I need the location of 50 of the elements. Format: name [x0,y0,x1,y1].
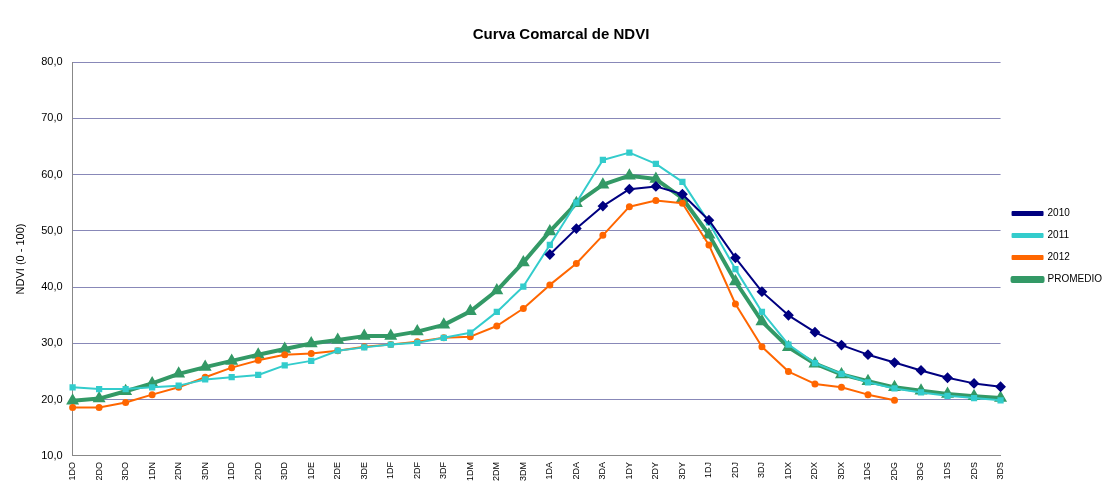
y-tick-label: 40,0 [41,280,63,293]
x-tick-label: 3DY [676,462,687,480]
x-tick-label: 2DX [809,462,820,480]
x-tick-label: 3DF [438,461,449,480]
x-tick-label: 1DJ [703,462,714,479]
x-tick-label: 3DA [597,462,608,480]
y-tick-label: 60,0 [41,167,63,180]
x-tick-label: 2DJ [729,462,740,479]
x-tick-label: 3DJ [756,462,767,479]
x-tick-label: 1DD [226,461,237,481]
x-tick-label: 2DY [650,462,661,480]
x-tick-label: 3DD [279,461,290,481]
x-tick-label: 2DN [173,462,184,481]
x-tick-label: 1DE [305,462,316,480]
x-tick-label: 1DF [385,461,396,480]
x-tick-label: 1DO [67,462,78,481]
y-tick-label: 70,0 [41,111,63,124]
x-tick-label: 3DO [120,462,131,481]
x-tick-label: 1DA [544,462,555,480]
x-tick-label: 2DE [332,462,343,480]
x-tick-label: 1DN [146,462,157,481]
y-axis-title: NDVI (0 - 100) [13,223,26,295]
legend-label: 2011 [1047,229,1070,241]
y-tick-label: 50,0 [41,223,63,236]
x-tick-label: 2DG [888,462,899,481]
legend-label: PROMEDIO [1047,273,1103,285]
x-tick-label: 1DG [862,462,873,481]
x-tick-label: 1DY [623,462,634,480]
x-tick-label: 1DS [942,462,953,480]
x-tick-label: 2DF [411,461,422,480]
y-tick-label: 10,0 [41,449,63,462]
legend-label: 2010 [1047,207,1071,219]
x-tick-label: 3DG [915,462,926,481]
y-tick-label: 80,0 [41,55,63,68]
legend-label: 2012 [1047,251,1071,263]
chart-title: Curva Comarcal de NDVI [472,25,650,43]
y-tick-label: 20,0 [41,392,63,405]
x-tick-label: 3DM [517,462,528,482]
x-tick-label: 3DN [199,462,210,481]
x-tick-label: 3DS [995,462,1006,480]
x-tick-label: 1DX [782,462,793,480]
x-tick-label: 2DM [491,462,502,482]
x-tick-label: 2DO [93,462,104,481]
x-tick-label: 2DA [570,462,581,480]
x-tick-label: 3DX [835,462,846,480]
x-tick-label: 2DS [968,462,979,480]
y-tick-label: 30,0 [41,336,63,349]
x-tick-label: 3DE [358,462,369,480]
x-tick-label: 2DD [252,461,263,481]
x-tick-label: 1DM [464,462,475,482]
